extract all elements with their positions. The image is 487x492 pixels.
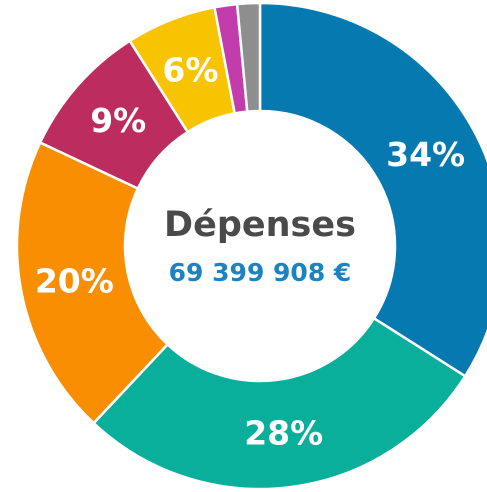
slice-labels-group: 34% 28% 20% 9% 6% [35,50,465,452]
center-title: Dépenses [164,205,356,245]
slice-label-0: 34% [386,135,465,174]
slice-6 [235,1,262,113]
slice-0 [258,1,487,378]
slice-label-2: 20% [35,261,114,300]
center-value: 69 399 908 € [169,258,352,287]
slice-label-3: 9% [90,101,146,140]
slice-2 [15,140,170,425]
slice-label-4: 6% [162,50,218,89]
slice-label-1: 28% [244,414,323,453]
slice-1 [91,316,467,491]
slices-group [15,1,487,491]
